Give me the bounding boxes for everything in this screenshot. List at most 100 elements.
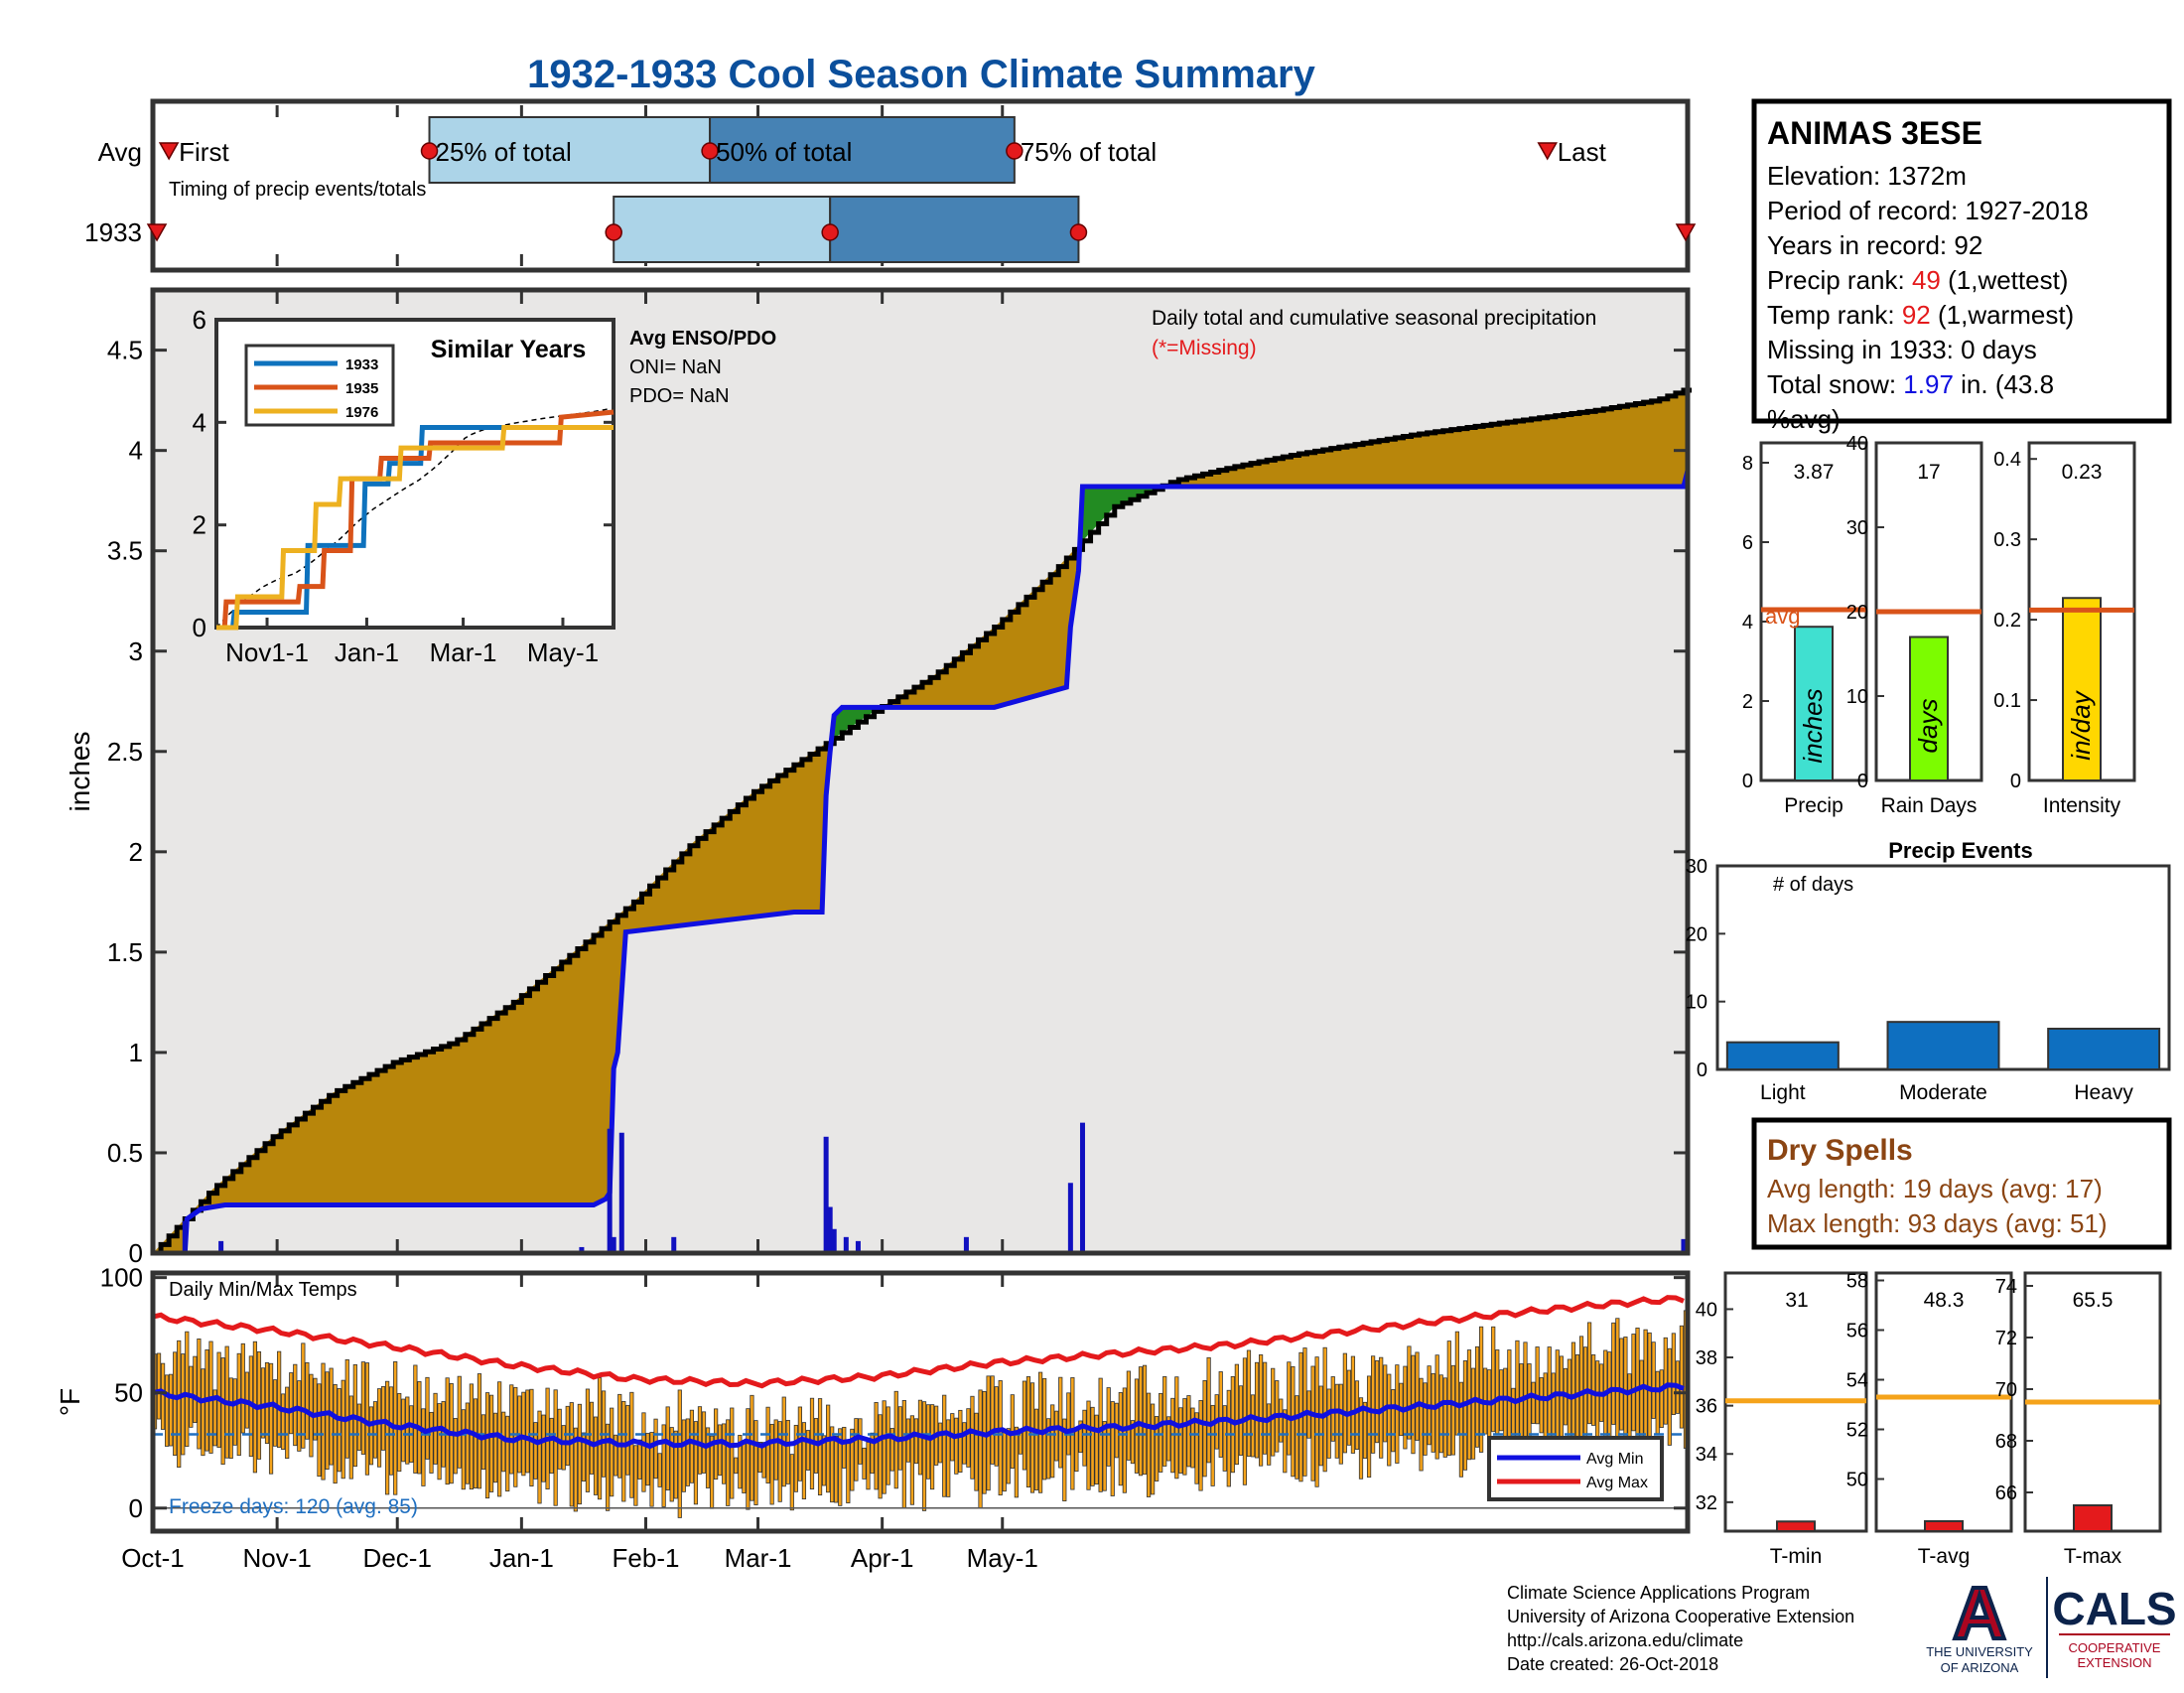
daily-temp-bar — [1254, 1361, 1260, 1459]
daily-temp-bar — [577, 1403, 582, 1505]
inset-ytick: 6 — [193, 305, 206, 335]
daily-temp-bar — [1310, 1365, 1315, 1481]
daily-temp-bar — [597, 1377, 603, 1500]
daily-temp-bar — [817, 1398, 823, 1496]
daily-temp-bar — [593, 1416, 599, 1495]
daily-temp-bar — [1366, 1375, 1372, 1479]
inset-legend-1976: 1976 — [345, 404, 378, 421]
daily-temp-bar — [826, 1404, 831, 1493]
daily-temp-bar — [1419, 1377, 1424, 1472]
daily-temp-bar — [921, 1401, 927, 1511]
daily-precip-bar — [843, 1236, 849, 1253]
footer-line-1: Climate Science Applications Program — [1507, 1583, 1810, 1603]
inset-xtick: May-1 — [527, 637, 599, 667]
total-snow-pct: %avg) — [1767, 404, 1841, 434]
daily-precip-bar — [831, 1228, 837, 1253]
daily-temp-bar — [805, 1430, 811, 1471]
daily-temp-bar — [693, 1421, 699, 1505]
daily-precip-bar — [607, 1128, 613, 1253]
precip-events-title: Precip Events — [1888, 838, 2033, 863]
daily-temp-bar — [1474, 1345, 1480, 1448]
daily-temp-bar — [846, 1441, 851, 1503]
timing-label-75: 75% of total — [1021, 137, 1157, 167]
daily-temp-bar — [1358, 1397, 1364, 1480]
daily-precip-bar — [671, 1236, 677, 1253]
mini-ytick: 30 — [1846, 517, 1868, 539]
daily-temp-bar — [1314, 1356, 1319, 1487]
mini-ytick: 0 — [1742, 771, 1753, 792]
daily-temp-bar — [769, 1423, 774, 1505]
daily-temp-bar — [705, 1427, 711, 1488]
daily-precip-bar — [963, 1236, 969, 1253]
mini-value: 17 — [1917, 461, 1940, 484]
daily-temp-bar — [866, 1441, 871, 1490]
precip-ytick: 1 — [129, 1038, 143, 1067]
daily-temp-bar — [156, 1352, 162, 1420]
mini-ytick: 40 — [1696, 1299, 1717, 1321]
mini-ytick: 6 — [1742, 532, 1753, 554]
daily-temp-bar — [389, 1386, 394, 1476]
dry-spells-title: Dry Spells — [1767, 1134, 1913, 1167]
inset-xtick: Nov1-1 — [225, 637, 309, 667]
daily-temp-bar — [268, 1362, 274, 1475]
temperature-panel: 0 50 100 Daily Min/Max Temps °F Freeze day… — [55, 1263, 1691, 1534]
daily-temp-bar — [364, 1362, 370, 1476]
daily-temp-bar — [1619, 1338, 1624, 1431]
daily-temp-bar — [457, 1375, 462, 1469]
timing-row-avg: Avg — [98, 137, 142, 167]
daily-temp-bar — [1663, 1337, 1668, 1425]
avg-75-marker — [1006, 142, 1024, 160]
university-of-arizona-logo: A THE UNIVERSITY OF ARIZONA — [1926, 1570, 2033, 1675]
daily-temp-bar — [1295, 1395, 1299, 1480]
daily-temp-bar — [789, 1454, 794, 1511]
daily-temp-bar — [966, 1408, 971, 1468]
daily-temp-bar — [850, 1428, 855, 1491]
mini-chart-intensity: 0 0.1 0.2 0.3 0.4 0.23 Intensity in/day — [1993, 441, 2136, 817]
daily-temp-bar — [1283, 1409, 1288, 1474]
daily-temp-bar — [1667, 1347, 1672, 1446]
daily-temp-bar — [1454, 1331, 1459, 1436]
daily-temp-bar — [669, 1427, 674, 1502]
daily-temp-bar — [958, 1409, 963, 1474]
precip-ytick: 3.5 — [107, 536, 143, 566]
mini-bar — [1776, 1520, 1816, 1533]
mini-ytick: 8 — [1742, 453, 1753, 475]
daily-temp-bar — [854, 1418, 859, 1481]
mini-ytick: 58 — [1846, 1271, 1868, 1293]
daily-temp-bar — [1234, 1363, 1239, 1466]
daily-temp-bar — [1487, 1369, 1492, 1447]
avg-50-marker — [701, 142, 719, 160]
daily-temp-bar — [1090, 1406, 1095, 1486]
daily-temp-bar — [641, 1412, 646, 1492]
daily-temp-bar — [685, 1418, 690, 1486]
daily-temp-bar — [1159, 1392, 1163, 1473]
daily-temp-bar — [1102, 1421, 1107, 1491]
daily-temp-bar — [1130, 1420, 1136, 1465]
mini-xlabel: Precip — [1784, 794, 1843, 817]
mini-avg-text: avg — [1765, 604, 1800, 629]
inset-legend-1935: 1935 — [345, 380, 378, 397]
daily-temp-bar — [942, 1394, 947, 1497]
temp-ytick: 50 — [114, 1378, 143, 1408]
daily-temp-bar — [677, 1389, 682, 1518]
month-label: May-1 — [967, 1543, 1038, 1573]
events-xlabel: Moderate — [1899, 1081, 1987, 1104]
daily-temp-bar — [722, 1423, 727, 1484]
mini-value: 0.23 — [2062, 461, 2103, 484]
daily-temp-bar — [193, 1355, 198, 1424]
daily-temp-bar — [1458, 1381, 1464, 1478]
daily-temp-bar — [793, 1424, 798, 1492]
temp-ytick: 0 — [129, 1493, 143, 1523]
month-label: Jan-1 — [489, 1543, 554, 1573]
daily-temp-bar — [1387, 1373, 1392, 1467]
mini-bar — [1924, 1520, 1964, 1532]
daily-temp-bar — [938, 1422, 943, 1464]
daily-temp-bar — [614, 1434, 618, 1477]
daily-temp-bar — [368, 1406, 374, 1466]
daily-temp-bar — [165, 1374, 170, 1447]
daily-temp-bar — [1046, 1418, 1051, 1480]
daily-temp-bar — [842, 1426, 847, 1469]
daily-temp-bar — [521, 1391, 526, 1477]
daily-precip-bar — [827, 1206, 833, 1253]
daily-temp-bar — [1539, 1377, 1544, 1434]
